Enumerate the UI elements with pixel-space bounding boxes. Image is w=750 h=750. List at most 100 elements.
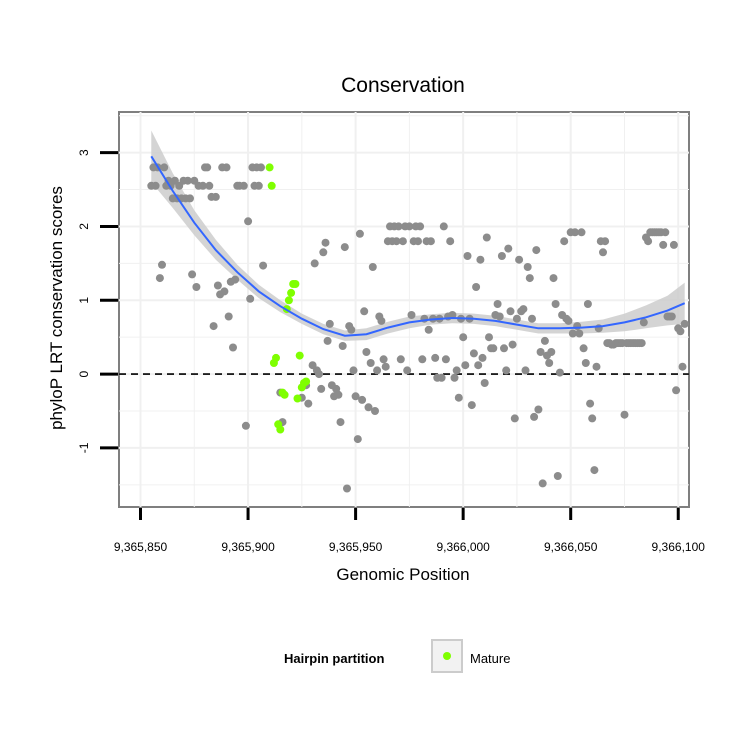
point-other [222,163,231,172]
point-other [510,414,519,423]
axes: 9,365,850 9,365,900 9,365,950 9,366,000 9,36… [77,149,705,554]
legend-title: Hairpin partition [284,651,384,666]
point-other [555,368,564,377]
point-other [448,311,457,319]
point-other [489,344,498,353]
point-other [381,362,390,371]
point-other [493,300,502,308]
point-other [336,418,345,427]
point-other [349,366,358,375]
y-axis-label: phyloP LRT conservation scores [47,186,66,430]
legend-key-mature-point [443,652,451,660]
point-other [392,237,401,246]
point-mature [287,288,296,297]
point-other [414,237,422,246]
point-other [478,353,487,362]
point-other [416,222,425,231]
point-other [231,275,240,284]
point-other [454,393,463,402]
point-other [198,181,207,190]
point-other [439,222,448,231]
point-other [403,366,412,375]
point-other [551,300,560,308]
point-other [373,366,382,375]
point-other [407,311,416,319]
point-other [521,366,530,375]
point-other [394,222,403,231]
point-other [461,361,470,370]
point-other [659,240,668,249]
point-other [186,194,194,203]
point-other [547,348,556,356]
point-other [579,344,588,353]
point-other [525,274,534,283]
point-other [545,359,554,367]
point-other [424,325,433,334]
x-tick-label: 9,365,850 [114,540,168,554]
point-other [528,314,536,323]
y-tick-label: 0 [77,370,91,377]
point-other [229,343,237,352]
point-other [637,339,646,348]
point-other [571,228,579,237]
point-other [368,263,377,271]
point-other [560,237,569,246]
x-tick-label: 9,365,900 [221,540,275,554]
point-mature [267,181,276,190]
y-tick-label: 3 [77,149,91,156]
point-other [588,414,597,423]
point-other [371,407,379,415]
point-other [672,386,681,395]
point-other [469,349,478,358]
x-tick-label: 9,366,100 [652,540,706,554]
point-mature [284,296,293,305]
point-other [504,244,513,253]
point-other [538,479,547,488]
point-other [310,259,319,268]
point-other [476,255,485,264]
point-other [549,274,558,283]
point-other [220,287,229,296]
point-other [315,370,323,379]
chart-title: Conservation [341,74,465,97]
point-other [151,181,160,190]
point-other [639,318,648,327]
y-tick-label: 1 [77,297,91,304]
point-other [188,270,197,279]
point-other [213,281,222,290]
point-other [512,314,521,323]
x-axis-label: Genomic Position [336,565,469,584]
point-other [244,217,253,226]
point-mature [291,280,300,288]
point-other [534,405,543,414]
point-other [592,362,601,371]
point-other [319,248,328,257]
point-other [241,421,250,430]
point-other [500,344,508,353]
point-other [418,355,427,364]
point-other [452,366,461,375]
point-other [155,274,164,283]
point-other [502,366,511,375]
point-other [495,312,504,321]
legend: Hairpin partition Mature [284,639,510,673]
point-other [343,484,351,493]
point-mature [293,394,302,403]
plot-panel [118,111,690,508]
point-mature [280,390,289,399]
point-other [347,325,356,334]
point-other [211,192,220,201]
point-other [581,359,590,367]
point-other [203,163,212,172]
point-other [667,312,676,321]
point-other [661,228,670,237]
point-other [239,181,248,190]
y-tick-label: 2 [77,223,91,230]
point-other [530,412,539,421]
point-other [519,305,528,314]
point-other [467,401,476,410]
point-other [246,294,255,303]
point-other [450,373,459,382]
point-other [317,384,326,393]
